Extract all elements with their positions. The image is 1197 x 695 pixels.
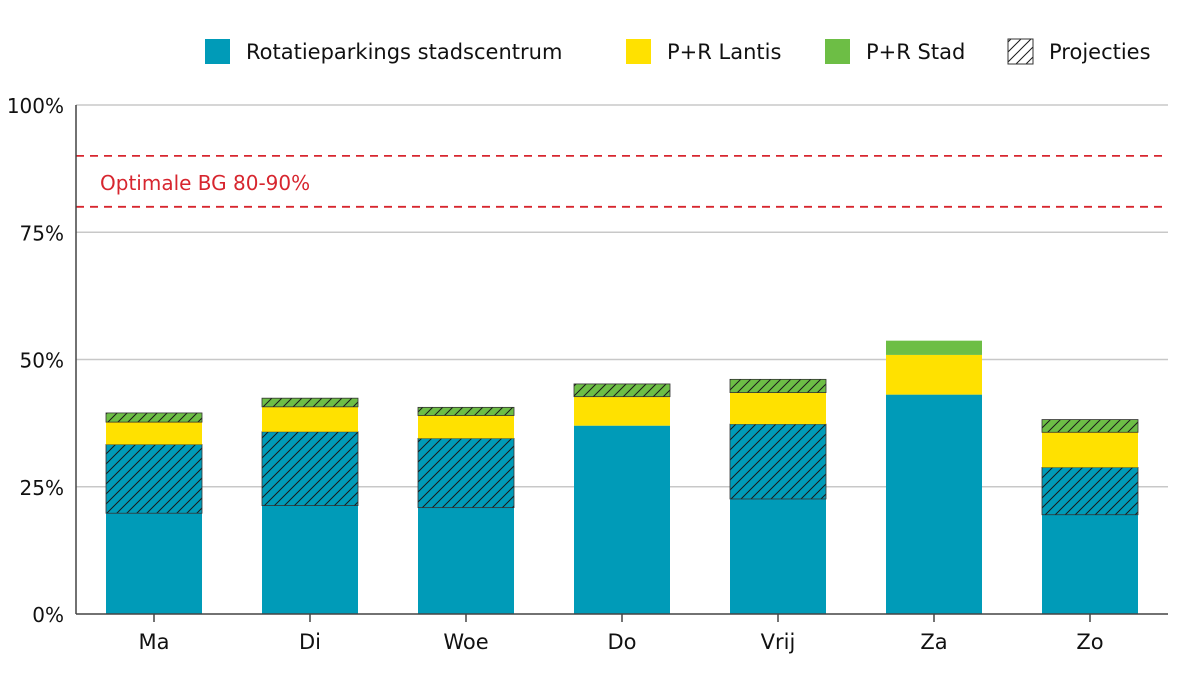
projection-hatch [729,423,827,500]
projection-hatch [729,378,827,393]
legend-item: Rotatieparkings stadscentrum [205,39,562,64]
legend-label: P+R Stad [866,40,965,64]
legend-label: Projecties [1049,40,1151,64]
legend-label: Rotatieparkings stadscentrum [246,40,562,64]
legend-item: P+R Lantis [626,39,781,64]
bar-segment [886,340,982,355]
legend-item: P+R Stad [825,39,965,64]
legend-swatch [626,39,651,64]
x-axis: Ma Di Woe Do Vrij Za Zo [76,613,1168,654]
x-tick-label: Vrij [761,630,796,654]
bar-segment [1042,432,1138,468]
projection-hatch [105,412,203,423]
x-tick-label: Woe [443,630,488,654]
y-axis: 0% 25% 50% 75% 100% [7,94,77,627]
x-tick-label: Di [299,630,321,654]
projection-hatch [573,383,671,398]
bar-segment [574,396,670,426]
x-tick-label: Ma [139,630,170,654]
bar-segment [886,354,982,395]
projection-hatch [105,444,203,514]
y-tick-label: 100% [7,94,64,118]
bars [105,340,1139,614]
legend-label: P+R Lantis [667,40,781,64]
y-tick-label: 0% [32,603,64,627]
y-tick-label: 75% [20,221,64,245]
x-tick-label: Do [607,630,636,654]
projection-hatch [261,431,359,506]
bar-segment [730,392,826,425]
projection-hatch [417,406,515,416]
bar-segment [730,498,826,614]
legend-swatch-hatch [1007,38,1034,65]
projection-hatch [417,437,515,509]
bar-segment [106,513,202,614]
projection-hatch [1041,419,1139,433]
projection-hatch [261,397,359,408]
optimal-range-lines [76,154,1168,208]
y-tick-label: 50% [20,349,64,373]
bar-segment [1042,514,1138,614]
bar-segment [262,406,358,432]
legend-swatch [205,39,230,64]
x-tick-label: Zo [1076,630,1103,654]
bar-segment [262,505,358,614]
bar-segment [886,394,982,614]
x-tick-label: Za [920,630,947,654]
y-tick-label: 25% [20,476,64,500]
gridlines [76,104,1168,488]
legend-item: Projecties [1007,38,1151,65]
optimal-range-annotation: Optimale BG 80-90% [100,171,310,195]
projection-hatch [1041,467,1139,516]
bar-segment [418,507,514,614]
bar-segment [106,422,202,445]
bar-segment [574,425,670,614]
bar-segment [418,415,514,439]
legend: Rotatieparkings stadscentrum P+R Lantis P+… [205,38,1151,65]
legend-swatch [825,39,850,64]
